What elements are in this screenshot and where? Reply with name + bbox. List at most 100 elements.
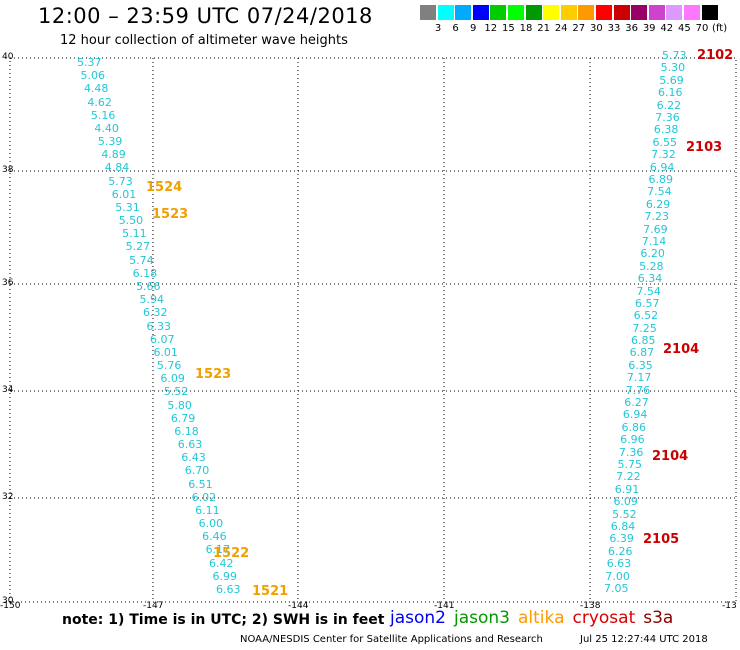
- legend-swatch: [596, 5, 612, 20]
- wave-height-label: 6.20: [640, 247, 665, 261]
- pass-time-label: 2105: [643, 532, 680, 547]
- wave-height-label: 5.94: [139, 293, 165, 307]
- pass-time-label: 1521: [252, 584, 289, 599]
- legend-label: 12: [484, 23, 498, 34]
- satellite-jason2: jason2: [390, 608, 446, 628]
- wave-height-label: 6.46: [202, 530, 227, 544]
- map-title: 12:00 – 23:59 UTC 07/24/2018: [38, 4, 373, 28]
- legend-label: 27: [572, 23, 586, 34]
- wave-height-label: 5.80: [167, 398, 192, 412]
- wave-height-label: 7.54: [647, 185, 672, 199]
- wave-height-label: 6.51: [188, 477, 213, 491]
- wave-height-label: 5.69: [659, 73, 684, 87]
- wave-height-label: 6.09: [160, 372, 185, 386]
- wave-height-label: 5.39: [97, 135, 123, 149]
- wave-height-label: 4.84: [104, 161, 130, 175]
- wave-height-label: 6.63: [216, 583, 241, 596]
- wave-height-label: 4.48: [83, 82, 109, 96]
- wave-height-label: 5.27: [125, 240, 151, 254]
- satellite-legend: jason2 jason3 altika cryosat s3a: [390, 608, 681, 628]
- map-subtitle: 12 hour collection of altimeter wave hei…: [60, 33, 348, 48]
- legend-label: 70: [695, 23, 709, 34]
- legend-swatch: [525, 5, 542, 20]
- latitude-tick-label: 34: [2, 385, 14, 395]
- wave-height-label: 5.50: [118, 214, 144, 228]
- latitude-tick-label: 32: [2, 492, 14, 502]
- wave-height-label: 6.26: [608, 544, 633, 558]
- legend-label: 18: [519, 23, 533, 34]
- legend-label: 15: [502, 23, 515, 34]
- longitude-tick-label: -141: [434, 601, 455, 611]
- wave-height-label: 6.00: [198, 517, 224, 531]
- pass-time-label: 1523: [152, 207, 189, 222]
- latitude-tick-label: 30: [2, 596, 14, 606]
- wave-height-label: 5.28: [639, 259, 664, 273]
- longitude-tick-label: -150: [0, 601, 21, 611]
- credit-line: NOAA/NESDIS Center for Satellite Applica…: [240, 634, 543, 645]
- graticule: [10, 58, 736, 602]
- wave-height-label: 6.11: [195, 503, 220, 517]
- satellite-altika: altika: [518, 608, 565, 628]
- wave-height-label: 6.34: [637, 272, 663, 286]
- wave-height-label: 6.35: [628, 358, 653, 372]
- wave-height-label: 5.74: [129, 253, 154, 267]
- wave-height-label: 6.29: [645, 197, 671, 211]
- wave-height-label: 6.52: [633, 309, 659, 323]
- legend-swatch: [666, 5, 683, 20]
- wave-height-label: 6.09: [613, 495, 638, 509]
- pass-time-label: 2103: [686, 140, 723, 155]
- wave-height-label: 6.16: [657, 86, 683, 100]
- wave-height-label: 7.23: [644, 210, 669, 224]
- wave-height-label: 4.89: [101, 148, 126, 162]
- legend-label: 36: [625, 23, 638, 34]
- wave-height-label: 6.87: [629, 346, 655, 360]
- generated-timestamp: Jul 25 12:27:44 UTC 2018: [580, 634, 708, 645]
- legend-label: 33: [607, 23, 621, 34]
- wave-height-label: 6.33: [146, 319, 172, 333]
- wave-height-label: 6.57: [635, 296, 660, 310]
- legend-swatch: [490, 5, 507, 20]
- legend-swatch: [420, 5, 436, 20]
- wave-height-label: 5.31: [115, 200, 140, 214]
- legend-swatch: [648, 5, 665, 20]
- wave-height-label: 6.07: [149, 332, 175, 346]
- legend-swatch: [472, 5, 489, 20]
- wave-height-label: 6.39: [609, 532, 634, 546]
- legend-label: 42: [660, 23, 674, 34]
- wave-height-label: 6.43: [181, 451, 206, 465]
- wave-height-label: 6.01: [111, 187, 137, 201]
- wave-height-label: 7.36: [655, 110, 680, 124]
- wave-height-label: 6.96: [620, 433, 645, 447]
- wave-height-label: 5.52: [612, 507, 637, 521]
- legend-label: (ft): [712, 23, 728, 34]
- legend-swatch: [437, 5, 454, 20]
- legend-label: 21: [537, 23, 550, 34]
- footnote: note: 1) Time is in UTC; 2) SWH is in fe…: [62, 612, 385, 628]
- wave-height-label: 7.00: [605, 569, 630, 583]
- pass-time-label: 1522: [213, 546, 250, 561]
- wave-height-label: 7.25: [632, 321, 657, 335]
- longitude-tick-label: -138: [580, 601, 601, 611]
- wave-height-label: 6.18: [174, 424, 199, 438]
- legend-swatch: [578, 5, 595, 20]
- wave-height-label: 4.40: [94, 121, 119, 135]
- satellite-s3a: s3a: [643, 608, 674, 628]
- legend-label: 9: [470, 23, 477, 34]
- legend-swatch: [560, 5, 577, 20]
- wave-height-label: 6.27: [624, 396, 649, 410]
- wave-height-label: 5.73: [662, 49, 687, 62]
- latitude-tick-label: 36: [2, 278, 14, 288]
- wave-height-label: 7.32: [651, 148, 676, 162]
- wave-height-label: 7.22: [616, 470, 641, 484]
- wave-height-label: 5.16: [90, 108, 116, 122]
- longitude-tick-label: -13: [722, 601, 737, 611]
- wave-height-label: 5.76: [156, 359, 182, 373]
- legend-swatch: [455, 5, 472, 20]
- satellite-cryosat: cryosat: [572, 608, 636, 628]
- wave-height-label: 6.85: [630, 334, 656, 348]
- wave-height-label: 6.99: [212, 569, 238, 583]
- wave-height-label: 6.01: [153, 345, 178, 359]
- legend-swatch: [701, 5, 718, 20]
- legend-swatch: [543, 5, 560, 20]
